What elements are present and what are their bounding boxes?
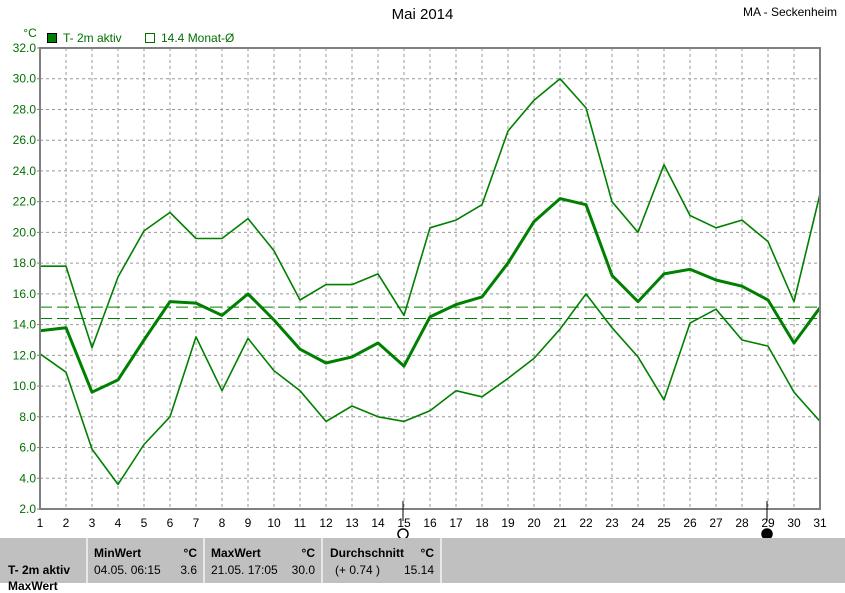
x-tick-label: 29: [761, 516, 775, 530]
stats-table: T- 2m aktiv MaxWert MinWert °C 04.05. 06…: [0, 538, 845, 583]
max-unit: °C: [302, 546, 315, 560]
x-tick-label: 5: [141, 516, 148, 530]
x-tick-label: 11: [294, 516, 307, 530]
x-tick-label: 27: [709, 516, 723, 530]
max-when: 21.05. 17:05: [211, 563, 278, 577]
x-tick-label: 22: [579, 516, 593, 530]
x-tick-label: 18: [475, 516, 489, 530]
min-when: 04.05. 06:15: [94, 563, 161, 577]
y-tick-label: 14.0: [13, 318, 37, 332]
y-tick-label: 4.0: [19, 471, 36, 485]
x-tick-label: 3: [89, 516, 96, 530]
stats-row-label: T- 2m aktiv: [8, 563, 70, 577]
legend-swatch-filled: [47, 33, 57, 43]
x-tick-label: 12: [319, 516, 333, 530]
station-name: MA - Seckenheim: [743, 5, 837, 19]
legend-swatch-empty: [145, 33, 155, 43]
y-tick-label: 26.0: [13, 133, 37, 147]
x-tick-label: 7: [193, 516, 200, 530]
x-tick-label: 8: [219, 516, 226, 530]
x-tick-label: 31: [813, 516, 827, 530]
x-tick-label: 23: [605, 516, 619, 530]
legend-label: 14.4 Monat-Ø: [161, 31, 234, 45]
stats-avg: Durchschnitt °C (+ 0.74 ) 15.14: [323, 538, 442, 583]
y-tick-label: 2.0: [19, 502, 36, 516]
avg-delta: (+ 0.74 ): [335, 563, 380, 577]
y-tick-label: 6.0: [19, 441, 36, 455]
x-tick-label: 26: [683, 516, 697, 530]
y-tick-label: 28.0: [13, 102, 37, 116]
avg-value: 15.14: [404, 563, 434, 577]
x-tick-label: 1: [37, 516, 44, 530]
stats-row-label-2: MaxWert: [8, 579, 58, 593]
y-tick-label: 12.0: [13, 348, 37, 362]
y-tick-label: 30.0: [13, 72, 37, 86]
y-tick-label: 24.0: [13, 164, 37, 178]
x-tick-label: 15: [397, 516, 411, 530]
y-tick-label: 16.0: [13, 287, 37, 301]
stats-max: MaxWert °C 21.05. 17:05 30.0: [205, 538, 323, 583]
full-moon-icon: [398, 529, 408, 538]
y-axis-unit: °C: [23, 26, 37, 40]
x-tick-label: 2: [63, 516, 70, 530]
new-moon-icon: [762, 529, 772, 538]
chart-title: Mai 2014: [0, 6, 845, 23]
x-tick-label: 24: [631, 516, 645, 530]
y-tick-label: 32.0: [13, 41, 37, 55]
max-value: 30.0: [292, 563, 315, 577]
x-tick-label: 21: [553, 516, 567, 530]
y-tick-label: 18.0: [13, 256, 37, 270]
x-tick-label: 30: [787, 516, 801, 530]
y-tick-label: 20.0: [13, 225, 37, 239]
x-tick-label: 25: [657, 516, 671, 530]
y-tick-label: 8.0: [19, 410, 36, 424]
min-value: 3.6: [180, 563, 197, 577]
min-unit: °C: [184, 546, 197, 560]
avg-unit: °C: [421, 546, 434, 560]
min-label: MinWert: [94, 546, 141, 560]
y-tick-label: 10.0: [13, 379, 37, 393]
temperature-chart: 2.0 4.0 6.0 8.0 10.0 12.0 14.0 16.0 18.0 20.0 22.0…: [0, 0, 845, 538]
x-tick-label: 19: [501, 516, 515, 530]
x-tick-label: 6: [167, 516, 174, 530]
avg-label: Durchschnitt: [330, 546, 404, 560]
legend-item-monthly-average: 14.4 Monat-Ø: [145, 31, 234, 45]
x-tick-label: 17: [449, 516, 463, 530]
y-tick-label: 22.0: [13, 195, 37, 209]
x-tick-label: 10: [267, 516, 281, 530]
legend-item-temperature: T- 2m aktiv: [47, 31, 122, 45]
stats-min: MinWert °C 04.05. 06:15 3.6: [88, 538, 205, 583]
x-tick-label: 14: [371, 516, 385, 530]
x-tick-label: 28: [735, 516, 749, 530]
x-tick-label: 9: [245, 516, 252, 530]
x-tick-label: 16: [423, 516, 437, 530]
x-tick-label: 4: [115, 516, 122, 530]
x-tick-label: 13: [345, 516, 359, 530]
legend-label: T- 2m aktiv: [63, 31, 122, 45]
x-tick-label: 20: [527, 516, 541, 530]
max-label: MaxWert: [211, 546, 261, 560]
